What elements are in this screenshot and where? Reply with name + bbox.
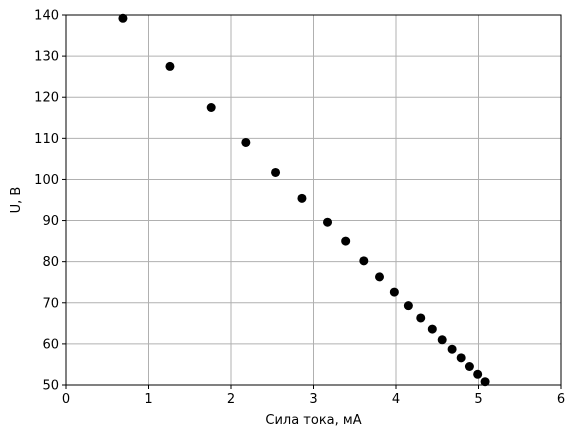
x-tick-label: 2 [227,392,235,407]
data-point [480,377,490,387]
y-tick-label: 110 [34,132,59,147]
data-point [297,193,307,203]
x-tick-label: 0 [62,392,70,407]
grid-lines [65,14,562,386]
y-tick-label: 70 [42,296,59,311]
x-axis-ticks: 0 1 2 3 4 5 6 [62,385,565,407]
data-point [241,137,251,147]
data-point [427,324,437,334]
data-point [118,13,128,23]
data-point [375,272,384,282]
data-point [206,103,216,112]
y-axis-ticks: 50 60 70 80 90 100 110 120 130 140 [34,9,66,394]
data-point [389,287,399,297]
data-point [165,61,175,71]
data-point [464,362,474,371]
x-tick-label: 4 [392,392,400,407]
x-tick-label: 5 [474,392,482,407]
x-axis-label: Сила тока, мА [265,413,361,428]
x-tick-label: 6 [557,392,565,407]
x-tick-label: 3 [309,392,317,407]
data-point [437,335,447,345]
data-point [416,313,426,323]
y-tick-label: 130 [34,50,59,65]
y-tick-label: 120 [34,91,59,106]
data-point [403,301,413,311]
y-tick-label: 80 [42,255,59,270]
data-point [473,369,483,379]
y-tick-label: 90 [42,214,59,229]
data-point [271,167,281,177]
x-tick-label: 1 [144,392,152,407]
y-tick-label: 100 [34,173,59,188]
data-point [341,236,351,246]
y-tick-label: 140 [34,9,59,24]
data-point [447,344,457,354]
y-axis-label: U, В [9,187,24,214]
data-point [359,256,369,266]
data-point [456,353,466,363]
data-point [323,217,333,227]
y-tick-label: 50 [42,379,59,394]
y-tick-label: 60 [42,337,59,352]
data-points [118,13,490,387]
